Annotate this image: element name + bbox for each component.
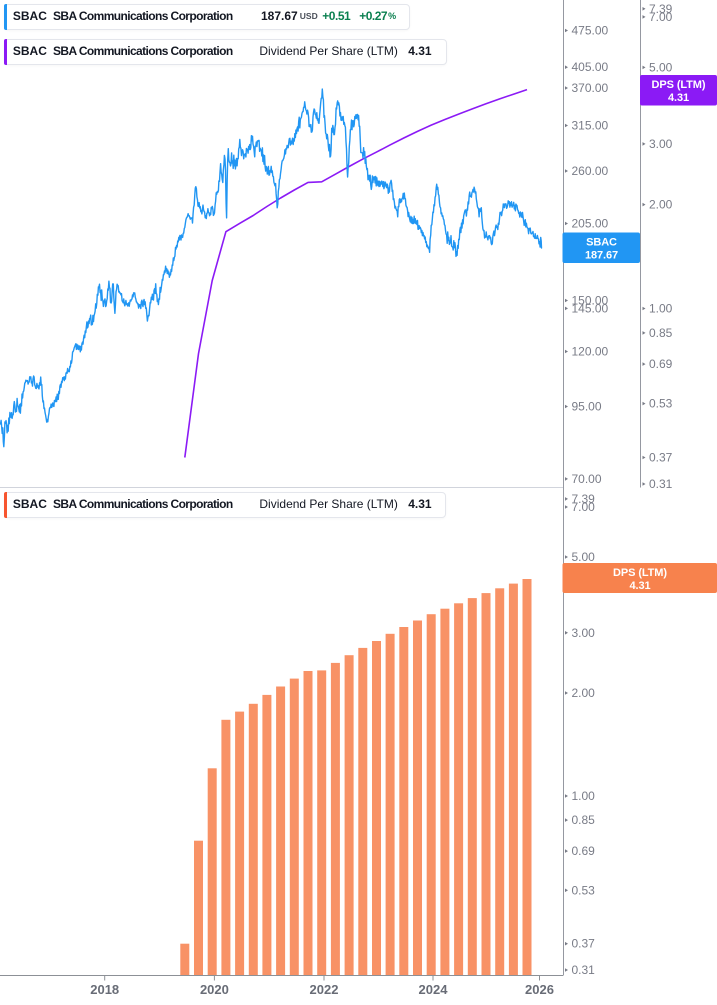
svg-text:DPS (LTM): DPS (LTM) [613,567,667,579]
svg-text:315.00: 315.00 [572,119,609,133]
svg-text:0.53: 0.53 [649,397,673,411]
svg-text:2022: 2022 [310,982,339,997]
svg-text:3.00: 3.00 [649,137,673,151]
svg-text:DPS (LTM): DPS (LTM) [652,79,706,91]
svg-text:1.00: 1.00 [649,302,673,316]
svg-text:2018: 2018 [90,982,119,997]
svg-text:7.39: 7.39 [649,2,673,16]
svg-text:0.31: 0.31 [649,477,673,491]
svg-text:475.00: 475.00 [572,24,609,38]
svg-text:3.00: 3.00 [572,626,596,640]
svg-text:0.31: 0.31 [572,963,596,977]
svg-text:0.53: 0.53 [572,883,596,897]
svg-text:0.85: 0.85 [649,326,673,340]
svg-text:260.00: 260.00 [572,164,609,178]
svg-text:7.00: 7.00 [572,500,596,514]
svg-text:95.00: 95.00 [572,400,602,414]
svg-text:150.00: 150.00 [572,294,609,308]
svg-text:5.00: 5.00 [649,60,673,74]
svg-text:0.37: 0.37 [572,937,596,951]
svg-text:370.00: 370.00 [572,81,609,95]
svg-text:4.31: 4.31 [668,92,689,104]
svg-text:7.00: 7.00 [649,10,673,24]
svg-text:2026: 2026 [525,982,554,997]
svg-text:2024: 2024 [419,982,449,997]
svg-text:120.00: 120.00 [572,345,609,359]
svg-text:405.00: 405.00 [572,60,609,74]
svg-text:2020: 2020 [200,982,229,997]
svg-text:0.37: 0.37 [649,451,673,465]
svg-text:2.00: 2.00 [649,198,673,212]
svg-text:205.00: 205.00 [572,217,609,231]
svg-text:0.69: 0.69 [649,357,673,371]
svg-text:0.85: 0.85 [572,813,596,827]
svg-text:5.00: 5.00 [572,550,596,564]
svg-text:145.00: 145.00 [572,301,609,315]
svg-text:4.31: 4.31 [629,580,650,592]
svg-text:187.67: 187.67 [585,250,618,262]
svg-text:1.00: 1.00 [572,789,596,803]
svg-text:2.00: 2.00 [572,686,596,700]
svg-text:SBAC: SBAC [586,237,617,249]
svg-text:7.39: 7.39 [572,492,596,506]
svg-text:70.00: 70.00 [572,472,602,486]
svg-text:0.69: 0.69 [572,844,596,858]
